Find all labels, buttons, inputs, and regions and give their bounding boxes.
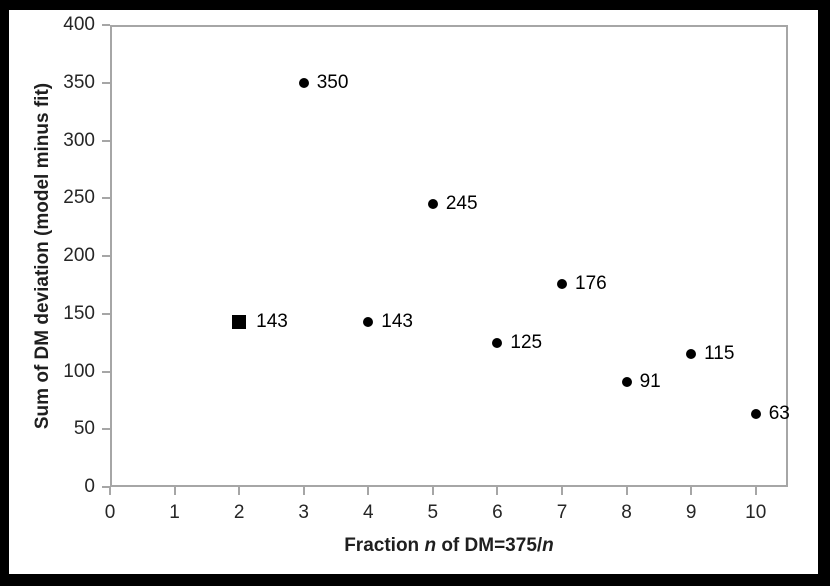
y-tick-mark bbox=[102, 486, 110, 488]
chart-canvas: Sum of DM deviation (model minus fit) Fr… bbox=[9, 10, 818, 574]
x-axis-title-italic-segment: n bbox=[542, 535, 554, 556]
x-tick-label: 5 bbox=[427, 502, 439, 523]
data-point-label: 143 bbox=[256, 310, 288, 332]
data-point-label: 125 bbox=[510, 331, 543, 353]
data-point-label: 115 bbox=[704, 343, 735, 365]
data-point-label: 63 bbox=[768, 403, 790, 425]
x-tick-mark bbox=[561, 487, 563, 495]
y-tick-label: 0 bbox=[84, 476, 95, 497]
x-tick-mark bbox=[109, 487, 111, 495]
data-point-label: 176 bbox=[575, 272, 607, 294]
x-tick-mark bbox=[302, 487, 305, 495]
data-point-label: 350 bbox=[316, 71, 349, 93]
data-point-circle-marker bbox=[621, 376, 632, 387]
data-point-circle-marker bbox=[363, 316, 374, 327]
data-point-square-marker bbox=[232, 314, 247, 329]
y-tick-mark bbox=[102, 24, 110, 26]
x-tick-label: 7 bbox=[556, 502, 568, 523]
y-tick-mark bbox=[102, 312, 110, 315]
y-tick-mark bbox=[102, 139, 110, 142]
plot-area bbox=[110, 25, 788, 487]
x-axis-title: Fraction n of DM=375/n bbox=[110, 535, 788, 557]
y-tick-label: 250 bbox=[63, 187, 95, 209]
y-tick-mark bbox=[102, 81, 110, 84]
y-tick-mark bbox=[102, 255, 110, 257]
x-tick-mark bbox=[754, 487, 757, 495]
x-axis-title-segment: of DM=375/ bbox=[436, 535, 543, 556]
x-tick-label: 10 bbox=[745, 502, 767, 523]
x-tick-label: 0 bbox=[104, 502, 116, 523]
x-tick-label: 4 bbox=[362, 502, 374, 523]
data-point-circle-marker bbox=[686, 349, 697, 360]
y-tick-label: 200 bbox=[63, 245, 95, 266]
x-tick-mark bbox=[496, 487, 499, 495]
data-point-circle-marker bbox=[427, 199, 438, 210]
x-tick-mark bbox=[431, 487, 434, 495]
y-tick-label: 150 bbox=[63, 302, 95, 324]
y-tick-mark bbox=[102, 370, 110, 373]
x-tick-label: 2 bbox=[233, 502, 245, 523]
y-tick-label: 300 bbox=[63, 129, 95, 151]
y-tick-label: 350 bbox=[63, 71, 95, 93]
x-tick-label: 3 bbox=[298, 502, 309, 523]
data-point-label: 245 bbox=[445, 193, 478, 215]
x-axis-title-italic-segment: n bbox=[424, 535, 437, 556]
y-tick-mark bbox=[102, 197, 110, 200]
x-tick-label: 1 bbox=[169, 502, 180, 523]
y-tick-label: 50 bbox=[73, 418, 95, 440]
y-tick-label: 100 bbox=[63, 360, 95, 382]
data-point-circle-marker bbox=[492, 337, 503, 348]
x-tick-mark bbox=[238, 487, 241, 495]
data-point-label: 143 bbox=[381, 310, 413, 332]
x-tick-mark bbox=[173, 487, 176, 495]
x-tick-mark bbox=[367, 487, 370, 495]
data-point-circle-marker bbox=[750, 409, 761, 420]
x-tick-label: 9 bbox=[685, 502, 697, 523]
x-tick-label: 8 bbox=[621, 502, 632, 523]
x-tick-label: 6 bbox=[492, 502, 503, 523]
y-tick-mark bbox=[102, 428, 110, 431]
x-axis-title-segment: Fraction bbox=[344, 535, 425, 556]
x-tick-mark bbox=[690, 487, 693, 495]
data-point-label: 91 bbox=[639, 370, 661, 392]
x-tick-mark bbox=[625, 487, 628, 495]
data-point-circle-marker bbox=[557, 278, 567, 289]
y-tick-label: 400 bbox=[63, 14, 95, 35]
data-point-circle-marker bbox=[298, 77, 309, 88]
